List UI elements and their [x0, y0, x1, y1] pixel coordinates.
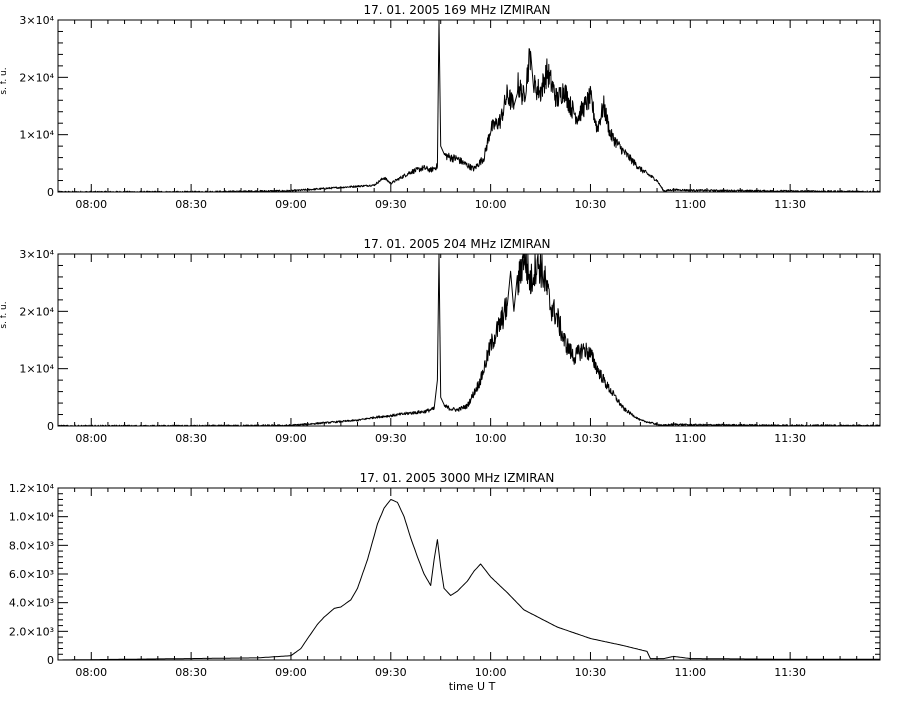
plot-frame	[57, 253, 881, 427]
x-tick-label: 09:30	[375, 198, 407, 211]
y-tick-label: 2.0×10³	[9, 625, 54, 638]
x-tick-label: 10:30	[575, 666, 607, 679]
x-tick-label: 08:30	[175, 666, 207, 679]
x-tick-label: 08:30	[175, 198, 207, 211]
chart-title: 17. 01. 2005 3000 MHz IZMIRAN	[360, 471, 555, 485]
x-tick-label: 11:30	[774, 198, 806, 211]
x-tick-label: 09:30	[375, 666, 407, 679]
y-tick-label: 1×10⁴	[19, 129, 54, 142]
chart-title: 17. 01. 2005 204 MHz IZMIRAN	[363, 237, 550, 251]
y-tick-label: 0	[47, 654, 54, 667]
y-tick-label: 2×10⁴	[19, 71, 54, 84]
series-line	[58, 499, 880, 661]
x-axis-label: time U T	[449, 680, 496, 693]
plot-frame	[57, 487, 881, 661]
y-tick-label: 6.0×10³	[9, 568, 54, 581]
x-tick-label: 09:30	[375, 432, 407, 445]
x-tick-label: 11:00	[674, 666, 706, 679]
x-tick-label: 11:30	[774, 666, 806, 679]
x-tick-label: 10:00	[475, 432, 507, 445]
x-tick-label: 11:00	[674, 432, 706, 445]
y-tick-label: 0	[47, 420, 54, 433]
x-tick-label: 08:00	[75, 198, 107, 211]
x-tick-label: 08:00	[75, 432, 107, 445]
y-axis-label: s. f. u.	[0, 67, 9, 94]
x-tick-label: 09:00	[275, 666, 307, 679]
x-tick-label: 10:00	[475, 198, 507, 211]
y-tick-label: 3×10⁴	[19, 248, 54, 261]
x-tick-label: 10:30	[575, 198, 607, 211]
x-tick-label: 09:00	[275, 198, 307, 211]
y-tick-label: 3×10⁴	[19, 14, 54, 27]
y-tick-label: 4.0×10³	[9, 597, 54, 610]
plot-frame	[57, 19, 881, 193]
y-tick-label: 1.2×10⁴	[9, 482, 55, 495]
x-tick-label: 09:00	[275, 432, 307, 445]
y-tick-label: 1×10⁴	[19, 363, 54, 376]
x-tick-label: 08:00	[75, 666, 107, 679]
series-line	[57, 19, 881, 193]
y-axis-label: s. f. u.	[0, 301, 9, 328]
y-tick-label: 0	[47, 186, 54, 199]
y-tick-label: 2×10⁴	[19, 305, 54, 318]
chart-title: 17. 01. 2005 169 MHz IZMIRAN	[363, 3, 550, 17]
x-tick-label: 10:00	[475, 666, 507, 679]
x-tick-label: 08:30	[175, 432, 207, 445]
y-tick-label: 1.0×10⁴	[9, 511, 55, 524]
series-line	[57, 253, 881, 427]
x-tick-label: 11:30	[774, 432, 806, 445]
x-tick-label: 10:30	[575, 432, 607, 445]
x-tick-label: 11:00	[674, 198, 706, 211]
y-tick-label: 8.0×10³	[9, 539, 54, 552]
